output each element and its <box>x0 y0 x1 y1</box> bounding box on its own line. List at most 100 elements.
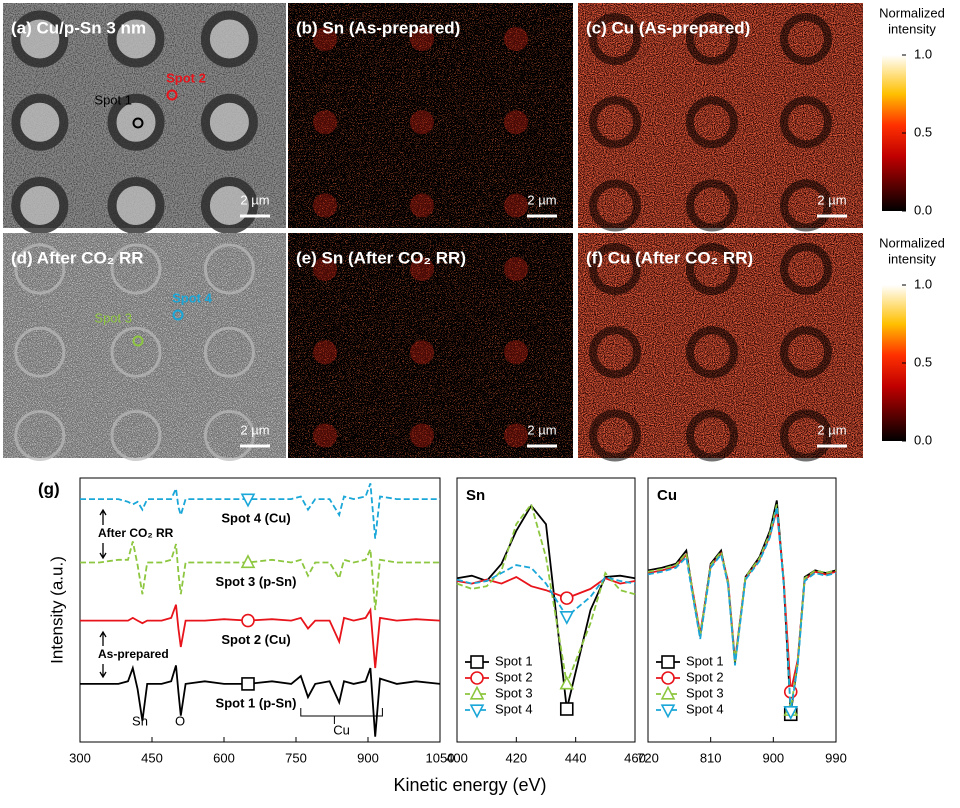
colorbar-tick-label: 1.0 <box>914 276 932 291</box>
particle <box>313 423 338 448</box>
x-tick-label: 400 <box>446 750 468 765</box>
particle <box>203 326 255 378</box>
scale-bar-label: 2 µm <box>240 192 269 207</box>
arrow <box>99 664 107 679</box>
particle <box>110 326 162 378</box>
particle <box>685 179 738 232</box>
spectrum-line <box>456 575 636 600</box>
marker <box>783 706 799 720</box>
particle <box>107 10 165 68</box>
arrow <box>99 508 107 525</box>
image-title: (d) After CO₂ RR <box>11 248 144 267</box>
particle <box>504 193 528 218</box>
image-title: (f) Cu (After CO₂ RR) <box>586 248 753 267</box>
x-tick-label: 750 <box>285 750 307 765</box>
image-texture <box>3 233 286 458</box>
particle <box>11 93 69 151</box>
plot-frame <box>647 477 837 743</box>
particle <box>110 243 162 295</box>
legend-label: Spot 3 <box>686 685 724 700</box>
image-title: (e) Sn (After CO₂ RR) <box>296 248 466 267</box>
x-tick-label: 1050 <box>426 750 455 765</box>
spectrum-line <box>647 504 837 711</box>
scale-bar-label: 2 µm <box>527 422 556 437</box>
scale-bar-label: 2 µm <box>240 422 269 437</box>
marker <box>559 675 575 690</box>
plot-frame <box>456 477 636 743</box>
particle <box>780 96 832 149</box>
particle <box>11 10 69 68</box>
annotation: Cu <box>333 722 350 737</box>
spot-label: Spot 1 <box>94 92 132 107</box>
x-axis-label: Kinetic energy (eV) <box>393 775 546 795</box>
legend-marker <box>470 655 484 669</box>
annotation: After CO₂ RR <box>98 526 174 540</box>
image-panel: (f) Cu (After CO₂ RR) 2 µm <box>578 233 863 462</box>
panel-title: Sn <box>466 487 485 504</box>
annotation: O <box>175 713 185 728</box>
x-tick-label: 450 <box>141 750 163 765</box>
legend-marker <box>470 671 484 685</box>
annotation: Sn <box>132 713 148 728</box>
particle <box>11 177 69 234</box>
y-axis-label: Intensity (a.u.) <box>47 556 66 664</box>
particle <box>685 243 738 295</box>
colorbar-tick-label: 0.5 <box>914 124 932 139</box>
particle <box>313 340 338 365</box>
particle <box>203 243 255 295</box>
particle <box>780 326 832 379</box>
particle <box>409 27 434 51</box>
particle <box>203 410 255 461</box>
particle <box>589 13 642 65</box>
x-tick-label: 440 <box>565 750 587 765</box>
series-label: Spot 3 (p-Sn) <box>216 574 297 589</box>
x-tick-label: 990 <box>825 750 847 765</box>
annotation: As-prepared <box>98 647 169 661</box>
particle <box>589 179 642 232</box>
legend-marker <box>660 704 676 719</box>
particle <box>685 13 738 65</box>
x-tick-label: 420 <box>505 750 527 765</box>
image-title: (b) Sn (As-prepared) <box>296 18 460 37</box>
particle <box>685 326 738 379</box>
particle <box>313 27 338 51</box>
legend-marker <box>660 685 676 700</box>
particle <box>504 340 528 365</box>
legend-label: Spot 2 <box>495 669 533 684</box>
bracket <box>300 708 383 724</box>
x-tick-label: 300 <box>69 750 91 765</box>
colorbar-tick-label: 1.0 <box>914 46 932 61</box>
spot-marker <box>132 335 144 347</box>
image-texture <box>288 3 573 228</box>
spectrum-line <box>647 506 837 712</box>
particle <box>780 179 832 232</box>
particle <box>504 423 528 448</box>
particle <box>780 409 832 462</box>
x-tick-label: 900 <box>762 750 784 765</box>
particle <box>14 243 66 295</box>
legend-marker <box>661 655 675 669</box>
marker <box>240 554 256 569</box>
spot-marker <box>172 309 184 321</box>
marker <box>241 613 255 628</box>
colorbar-tick-label: 0.5 <box>914 354 932 369</box>
x-tick-label: 460 <box>624 750 646 765</box>
legend-marker <box>469 704 485 719</box>
particle <box>589 326 642 379</box>
x-tick-label: 720 <box>637 750 659 765</box>
particle <box>107 93 165 151</box>
image-title: (a) Cu/p-Sn 3 nm <box>11 18 146 37</box>
series-label: Spot 1 (p-Sn) <box>216 695 297 710</box>
marker <box>241 677 255 691</box>
particle <box>589 96 642 149</box>
legend-label: Spot 4 <box>495 701 533 716</box>
x-tick-label: 900 <box>357 750 379 765</box>
particle <box>107 177 165 234</box>
particle <box>409 193 434 218</box>
marker <box>559 702 574 716</box>
legend-label: Spot 1 <box>495 653 533 668</box>
particle <box>685 96 738 149</box>
particle <box>685 409 738 462</box>
spot-marker <box>132 117 144 129</box>
